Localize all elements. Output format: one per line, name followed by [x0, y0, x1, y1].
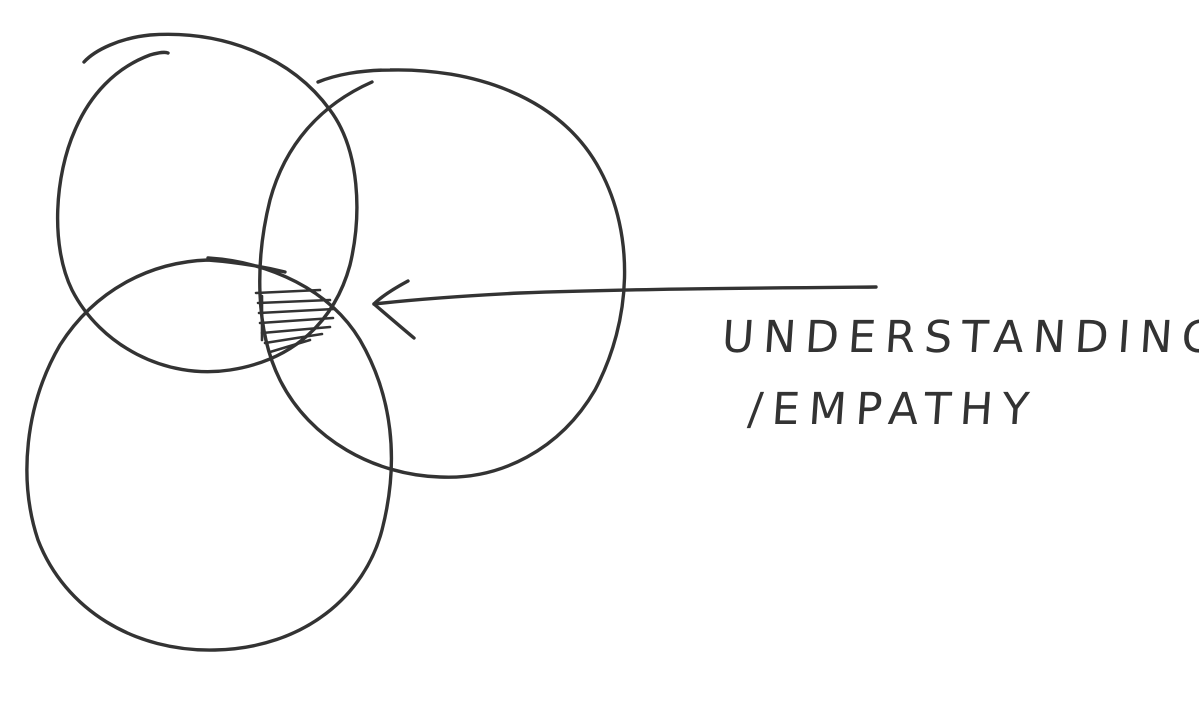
- annotation-label-line-1: UNDERSTANDING: [720, 312, 1199, 363]
- ink-strokes: [25, 32, 878, 652]
- circle-top-left: [55, 32, 359, 374]
- circle-right: [258, 68, 627, 479]
- arrow-head: [372, 279, 416, 340]
- annotation-label-line-2: /EMPATHY: [746, 384, 1040, 435]
- intersection-hatching: [254, 288, 336, 354]
- circle-bottom-left: [25, 256, 394, 652]
- arrow-shaft: [372, 285, 878, 306]
